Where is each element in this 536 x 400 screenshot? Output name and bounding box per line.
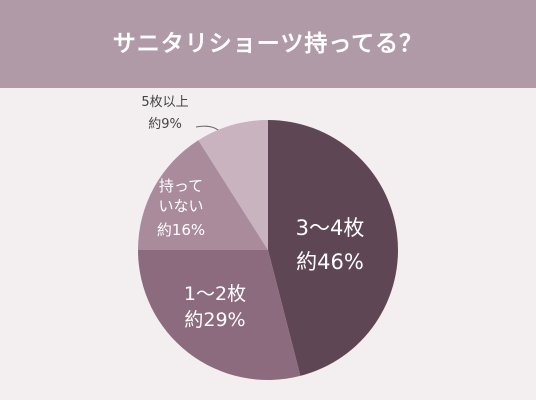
chart-title: サニタリショーツ持ってる？ bbox=[0, 0, 536, 88]
slice-label: 持っていない bbox=[158, 177, 204, 216]
slice-label: 5枚以上 bbox=[141, 95, 189, 110]
pie-slice bbox=[268, 120, 398, 376]
slice-label: 3〜4枚 bbox=[295, 216, 365, 240]
slice-label: 1〜2枚 bbox=[183, 283, 247, 305]
value-label: 約9% bbox=[148, 117, 182, 132]
value-label: 約46% bbox=[296, 250, 364, 274]
value-label: 約29% bbox=[184, 309, 246, 331]
pie-slice bbox=[138, 140, 268, 250]
pie-slice bbox=[138, 250, 301, 380]
value-label: 約16% bbox=[156, 221, 206, 239]
pie-slice bbox=[198, 119, 268, 250]
